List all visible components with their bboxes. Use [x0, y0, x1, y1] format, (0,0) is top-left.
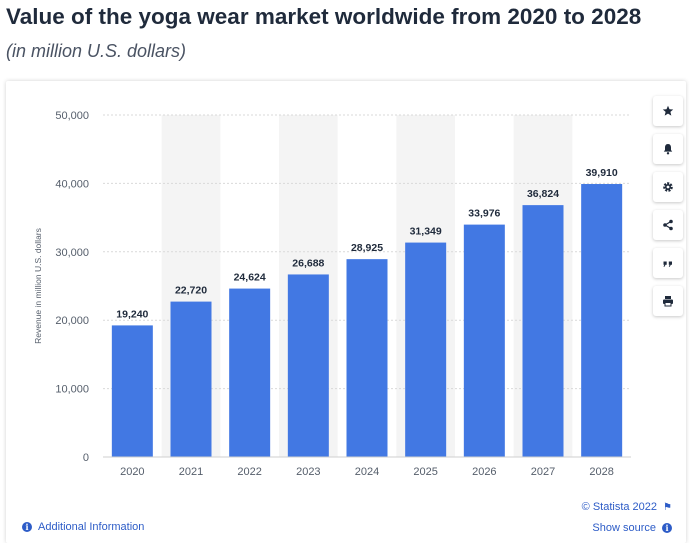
x-tick-label: 2025 — [413, 466, 437, 478]
bar — [463, 224, 505, 457]
x-tick-label: 2021 — [179, 466, 203, 478]
bar — [346, 259, 388, 457]
data-label: 39,910 — [586, 167, 618, 179]
chart-card: 0 10,000 20,000 30,000 40,000 50,000 Revenue i… — [6, 81, 686, 543]
bar — [287, 274, 329, 457]
info-icon: i — [22, 522, 32, 532]
y-tick-label: 30,000 — [55, 247, 89, 259]
page-subtitle: (in million U.S. dollars) — [6, 41, 187, 61]
y-tick-label: 50,000 — [55, 110, 89, 122]
data-label: 33,976 — [468, 208, 500, 220]
copyright-link[interactable]: © Statista 2022 ⚑ — [582, 501, 672, 513]
x-tick-label: 2026 — [472, 466, 496, 478]
info-icon: i — [662, 523, 672, 533]
bar — [522, 205, 564, 457]
data-label: 26,688 — [292, 257, 324, 269]
share-icon[interactable] — [653, 210, 683, 240]
y-tick-label: 0 — [83, 452, 89, 464]
print-icon[interactable] — [653, 286, 683, 316]
copyright-label: © Statista 2022 — [581, 501, 658, 513]
show-source-label: Show source — [592, 522, 656, 534]
y-tick-label: 40,000 — [55, 178, 89, 190]
x-tick-label: 2023 — [296, 466, 320, 478]
bar — [170, 301, 212, 457]
data-label: 36,824 — [527, 188, 559, 200]
x-tick-label: 2022 — [237, 466, 261, 478]
x-tick-label: 2028 — [589, 466, 613, 478]
gear-icon[interactable] — [653, 172, 683, 202]
data-label: 31,349 — [410, 226, 442, 238]
bar — [581, 184, 623, 457]
additional-info-link[interactable]: i Additional Information — [22, 521, 144, 533]
bar — [405, 242, 447, 457]
x-tick-label: 2027 — [531, 466, 555, 478]
page-title: Value of the yoga wear market worldwide … — [6, 4, 642, 29]
y-axis-title: Revenue in million U.S. dollars — [33, 228, 43, 344]
bar-chart: 0 10,000 20,000 30,000 40,000 50,000 Revenue i… — [33, 110, 631, 478]
x-tick-label: 2020 — [120, 466, 144, 478]
data-label: 28,925 — [351, 242, 383, 254]
additional-info-label: Additional Information — [38, 521, 145, 533]
bell-icon[interactable] — [653, 134, 683, 164]
y-tick-label: 10,000 — [55, 384, 89, 396]
data-label: 22,720 — [175, 285, 207, 297]
quote-icon[interactable] — [653, 248, 683, 278]
star-icon[interactable] — [653, 96, 683, 126]
data-label: 24,624 — [234, 272, 266, 284]
bar — [111, 325, 153, 457]
x-tick-label: 2024 — [355, 466, 379, 478]
y-tick-label: 20,000 — [55, 315, 89, 327]
data-label: 19,240 — [116, 308, 148, 320]
flag-icon: ⚑ — [663, 501, 672, 513]
show-source-link[interactable]: Show source i — [592, 522, 672, 534]
bar — [229, 288, 271, 457]
